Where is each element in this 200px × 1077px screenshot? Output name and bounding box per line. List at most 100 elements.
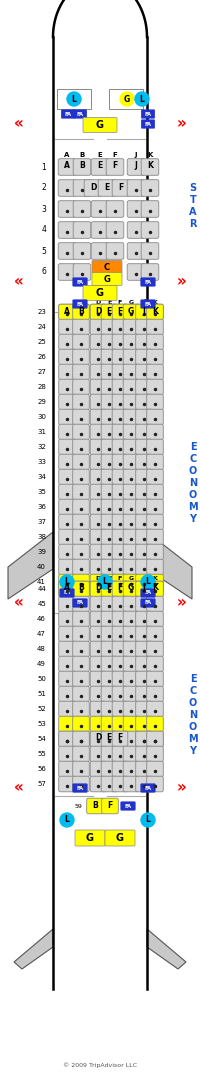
FancyBboxPatch shape xyxy=(59,612,75,627)
FancyBboxPatch shape xyxy=(73,599,87,607)
FancyBboxPatch shape xyxy=(101,582,117,597)
FancyBboxPatch shape xyxy=(109,89,143,109)
Text: J: J xyxy=(135,152,137,158)
Text: FA: FA xyxy=(76,785,84,791)
FancyBboxPatch shape xyxy=(147,304,163,320)
Text: D: D xyxy=(90,182,96,192)
FancyBboxPatch shape xyxy=(112,304,128,320)
Text: G: G xyxy=(86,833,94,843)
Text: E: E xyxy=(98,152,102,158)
Circle shape xyxy=(141,575,155,589)
FancyBboxPatch shape xyxy=(123,514,139,530)
Text: G: G xyxy=(124,95,130,103)
FancyBboxPatch shape xyxy=(112,470,128,485)
FancyBboxPatch shape xyxy=(112,424,128,439)
FancyBboxPatch shape xyxy=(73,529,89,545)
FancyBboxPatch shape xyxy=(123,439,139,454)
FancyBboxPatch shape xyxy=(136,364,152,380)
FancyBboxPatch shape xyxy=(73,514,89,530)
Text: 52: 52 xyxy=(37,707,46,712)
Circle shape xyxy=(135,92,149,106)
Text: F: F xyxy=(118,182,124,192)
FancyBboxPatch shape xyxy=(112,319,128,335)
FancyBboxPatch shape xyxy=(90,671,106,687)
FancyBboxPatch shape xyxy=(147,409,163,424)
FancyBboxPatch shape xyxy=(112,544,128,560)
FancyBboxPatch shape xyxy=(123,559,139,575)
FancyBboxPatch shape xyxy=(123,777,139,792)
FancyBboxPatch shape xyxy=(73,656,89,672)
Text: F: F xyxy=(117,733,123,742)
Circle shape xyxy=(98,575,112,589)
FancyBboxPatch shape xyxy=(101,334,117,350)
FancyBboxPatch shape xyxy=(136,394,152,410)
Polygon shape xyxy=(8,532,53,599)
FancyBboxPatch shape xyxy=(101,574,117,590)
Text: 59: 59 xyxy=(74,803,82,809)
FancyBboxPatch shape xyxy=(59,716,75,731)
Text: E: E xyxy=(107,576,111,582)
FancyBboxPatch shape xyxy=(147,334,163,350)
FancyBboxPatch shape xyxy=(112,439,128,454)
FancyBboxPatch shape xyxy=(123,761,139,777)
FancyBboxPatch shape xyxy=(112,304,128,320)
Text: O: O xyxy=(189,722,197,732)
FancyBboxPatch shape xyxy=(112,777,128,792)
Text: B: B xyxy=(78,584,84,592)
FancyBboxPatch shape xyxy=(90,424,106,439)
Text: E: E xyxy=(190,442,196,452)
FancyBboxPatch shape xyxy=(112,559,128,575)
FancyBboxPatch shape xyxy=(73,278,87,286)
FancyBboxPatch shape xyxy=(101,761,117,777)
FancyBboxPatch shape xyxy=(141,158,159,176)
FancyBboxPatch shape xyxy=(73,180,91,196)
FancyBboxPatch shape xyxy=(59,686,75,702)
FancyBboxPatch shape xyxy=(136,424,152,439)
Text: F: F xyxy=(117,307,123,316)
FancyBboxPatch shape xyxy=(101,364,117,380)
FancyBboxPatch shape xyxy=(59,470,75,485)
Polygon shape xyxy=(14,929,53,969)
Text: 41: 41 xyxy=(37,579,46,585)
FancyBboxPatch shape xyxy=(101,582,117,597)
FancyBboxPatch shape xyxy=(90,761,106,777)
FancyBboxPatch shape xyxy=(59,304,75,320)
FancyBboxPatch shape xyxy=(141,299,155,308)
Text: M: M xyxy=(188,502,198,512)
FancyBboxPatch shape xyxy=(112,379,128,395)
FancyBboxPatch shape xyxy=(90,731,106,746)
Text: L: L xyxy=(146,815,150,825)
Text: L: L xyxy=(140,95,144,103)
FancyBboxPatch shape xyxy=(90,746,106,761)
Text: L: L xyxy=(72,95,76,103)
Text: 36: 36 xyxy=(37,504,46,510)
FancyBboxPatch shape xyxy=(90,626,106,642)
Text: K: K xyxy=(147,162,153,170)
FancyBboxPatch shape xyxy=(147,544,163,560)
Text: L: L xyxy=(65,577,69,587)
Text: 56: 56 xyxy=(37,766,46,772)
FancyBboxPatch shape xyxy=(98,180,116,196)
FancyBboxPatch shape xyxy=(123,574,139,590)
Text: 46: 46 xyxy=(37,616,46,623)
FancyBboxPatch shape xyxy=(90,612,106,627)
FancyBboxPatch shape xyxy=(90,544,106,560)
FancyBboxPatch shape xyxy=(112,582,128,597)
FancyBboxPatch shape xyxy=(136,746,152,761)
Text: E: E xyxy=(97,162,103,170)
Text: FA: FA xyxy=(144,122,152,126)
FancyBboxPatch shape xyxy=(75,830,105,847)
FancyBboxPatch shape xyxy=(101,500,117,515)
FancyBboxPatch shape xyxy=(141,180,159,196)
FancyBboxPatch shape xyxy=(90,656,106,672)
FancyBboxPatch shape xyxy=(123,686,139,702)
FancyBboxPatch shape xyxy=(123,597,139,612)
FancyBboxPatch shape xyxy=(147,582,163,597)
FancyBboxPatch shape xyxy=(73,701,89,717)
FancyBboxPatch shape xyxy=(73,731,89,746)
FancyBboxPatch shape xyxy=(101,626,117,642)
FancyBboxPatch shape xyxy=(141,589,155,598)
FancyBboxPatch shape xyxy=(90,379,106,395)
FancyBboxPatch shape xyxy=(112,701,128,717)
FancyBboxPatch shape xyxy=(59,485,75,500)
